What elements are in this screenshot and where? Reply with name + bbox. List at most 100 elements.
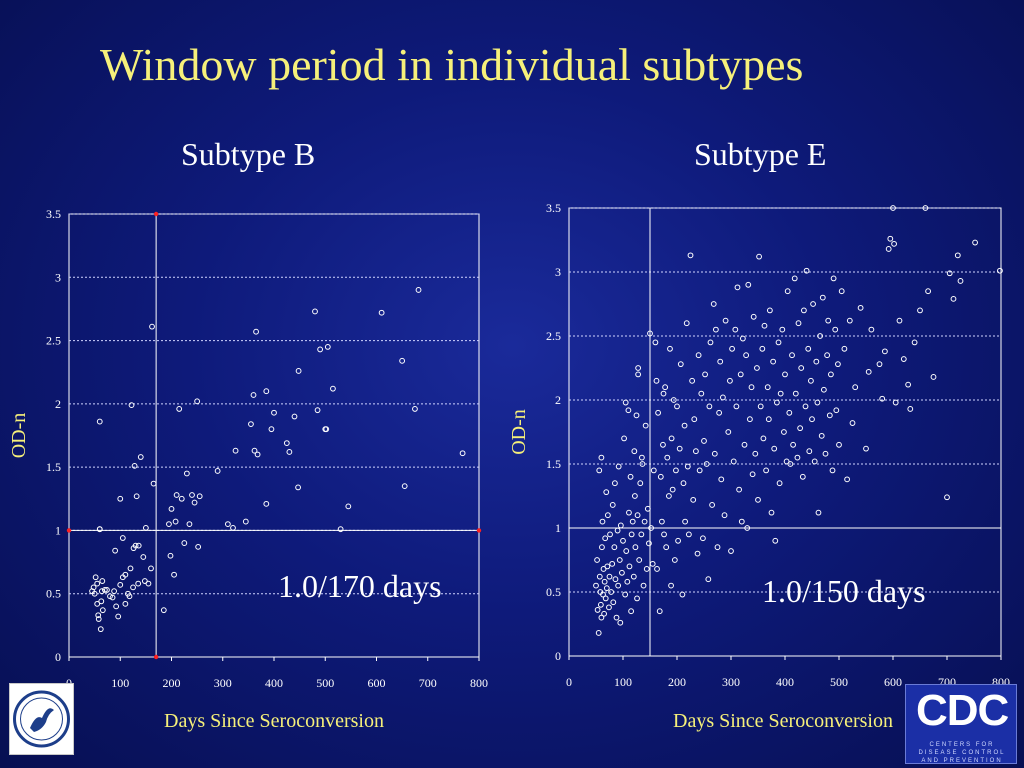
data-point (130, 584, 136, 591)
data-point (760, 435, 767, 442)
data-point (127, 565, 134, 572)
data-point (795, 320, 802, 327)
data-point (615, 582, 622, 589)
data-point (696, 467, 703, 474)
data-point (744, 525, 751, 531)
threshold-end-marker (153, 654, 159, 660)
data-point (695, 352, 702, 359)
data-point (852, 384, 859, 391)
data-point (725, 429, 732, 435)
subtitle-subtype-b: Subtype B (181, 136, 316, 172)
data-point (891, 240, 897, 247)
data-point (766, 307, 773, 314)
data-point (598, 454, 605, 461)
data-point (743, 352, 750, 359)
data-point (150, 480, 157, 487)
data-point (673, 467, 679, 474)
data-point (896, 317, 903, 324)
x-tick-label: 0 (566, 675, 572, 689)
data-point (617, 619, 624, 626)
data-point (917, 307, 923, 314)
data-point (593, 582, 599, 589)
data-point (997, 267, 1003, 274)
data-point (709, 502, 715, 508)
data-point (702, 371, 708, 378)
data-point (662, 384, 669, 391)
data-point (135, 580, 142, 587)
data-point (122, 571, 129, 578)
data-point (675, 537, 681, 544)
data-point (844, 476, 850, 483)
data-point (242, 518, 249, 525)
data-point (819, 294, 826, 301)
data-point (94, 600, 101, 607)
data-point (178, 495, 185, 502)
data-point (764, 384, 771, 391)
data-point (232, 447, 239, 454)
data-point (900, 356, 907, 362)
y-tick-label: 2.5 (46, 334, 61, 348)
data-point (119, 574, 126, 581)
data-point (693, 448, 699, 455)
data-point (790, 441, 796, 448)
x-tick-label: 100 (111, 676, 129, 690)
data-point (722, 317, 729, 324)
data-point (733, 403, 740, 410)
data-point (835, 361, 841, 368)
data-point (603, 585, 610, 592)
threshold-end-marker (66, 528, 72, 533)
data-point (857, 304, 864, 311)
data-point (828, 371, 834, 378)
x-tick-label: 500 (830, 675, 848, 689)
y-tick-label: 2 (55, 397, 61, 411)
data-point (694, 550, 701, 557)
data-point (91, 590, 98, 597)
data-point (950, 295, 957, 302)
data-point (825, 317, 832, 324)
data-point (661, 531, 667, 538)
data-point (666, 493, 672, 499)
data-point (706, 403, 713, 410)
data-point (601, 578, 608, 585)
data-point (732, 326, 739, 333)
data-point (830, 275, 837, 282)
x-tick-label: 400 (776, 675, 794, 689)
data-point (684, 463, 691, 470)
data-point (705, 576, 712, 583)
data-point (734, 284, 741, 291)
data-point (814, 399, 821, 406)
data-point (679, 591, 686, 598)
data-point (757, 403, 764, 410)
data-point (680, 480, 687, 487)
data-point (101, 587, 108, 593)
data-point (687, 252, 694, 259)
data-point (149, 323, 155, 330)
data-point (717, 358, 724, 365)
x-tick-label: 800 (470, 676, 488, 690)
data-point (160, 607, 167, 614)
data-point (805, 345, 812, 352)
data-point (745, 281, 752, 288)
data-point (636, 557, 643, 563)
data-point (639, 454, 645, 461)
y-tick-label: 0 (55, 650, 61, 664)
data-point (868, 326, 875, 333)
data-point (137, 454, 144, 460)
data-point (113, 603, 120, 610)
data-point (602, 535, 609, 542)
data-point (312, 308, 318, 315)
threshold-end-marker (153, 211, 159, 217)
data-point (597, 601, 604, 608)
data-point (664, 454, 671, 461)
x-tick-label: 700 (419, 676, 437, 690)
data-point (794, 454, 801, 461)
data-point (295, 484, 301, 491)
data-point (191, 499, 198, 506)
data-point (616, 557, 623, 563)
data-point (263, 500, 270, 507)
data-point (603, 489, 610, 496)
data-point (317, 346, 324, 353)
data-point (599, 544, 605, 551)
data-point (610, 599, 617, 606)
